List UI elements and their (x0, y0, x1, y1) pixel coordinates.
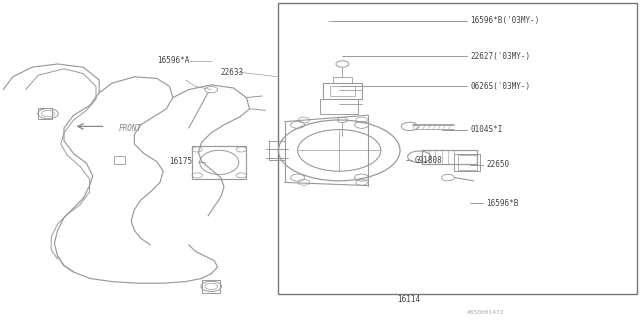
Bar (192, 146, 246, 179)
Bar (114, 156, 125, 164)
Bar (454, 154, 480, 171)
Text: G91808: G91808 (415, 156, 442, 164)
Bar (323, 83, 362, 99)
Bar (330, 86, 355, 96)
Bar (202, 280, 220, 293)
Bar (38, 108, 52, 119)
Bar (333, 77, 352, 83)
Bar (320, 99, 358, 114)
Text: 0104S*I: 0104S*I (470, 125, 503, 134)
Text: 16175: 16175 (170, 157, 193, 166)
Text: 0626S('03MY-): 0626S('03MY-) (470, 82, 531, 91)
Text: 22650: 22650 (486, 160, 509, 169)
Text: 16114: 16114 (397, 295, 420, 304)
Text: 22633: 22633 (221, 68, 244, 76)
Text: 16596*B('03MY-): 16596*B('03MY-) (470, 16, 540, 25)
Bar (458, 155, 477, 170)
Text: FRONT: FRONT (118, 124, 141, 132)
Text: 16596*B: 16596*B (486, 199, 519, 208)
Text: 16596*A: 16596*A (157, 56, 189, 65)
Text: A050001472: A050001472 (467, 309, 505, 315)
Text: 22627('03MY-): 22627('03MY-) (470, 52, 531, 60)
Bar (278, 3, 637, 294)
